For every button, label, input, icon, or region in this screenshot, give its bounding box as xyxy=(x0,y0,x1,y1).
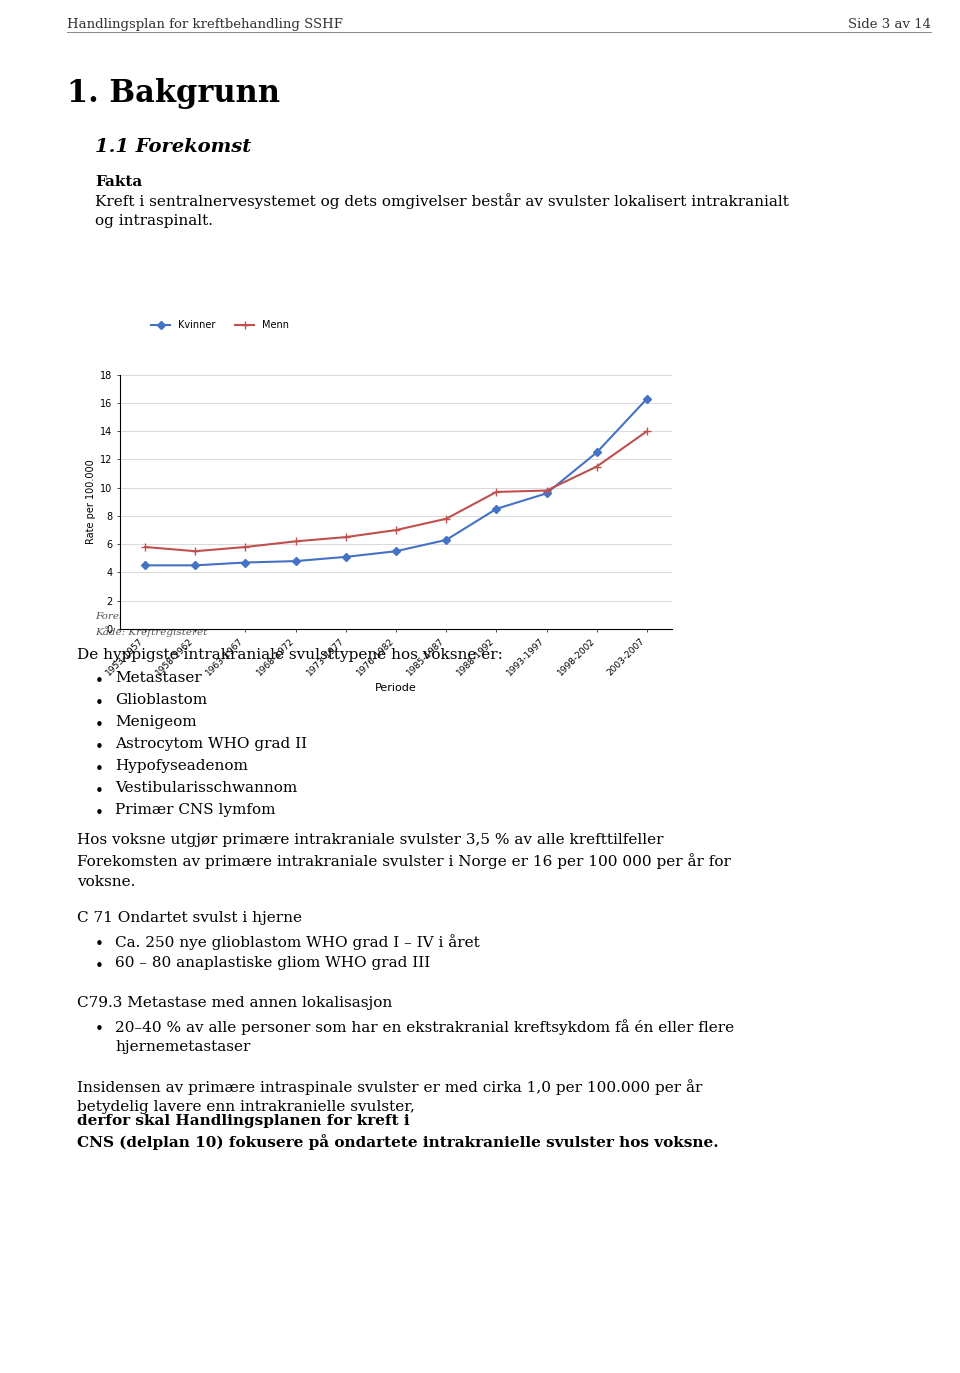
Text: Fakta: Fakta xyxy=(95,174,142,189)
Text: 60 – 80 anaplastiske gliom WHO grad III: 60 – 80 anaplastiske gliom WHO grad III xyxy=(115,956,430,969)
Text: Ca. 250 nye glioblastom WHO grad I – IV i året: Ca. 250 nye glioblastom WHO grad I – IV … xyxy=(115,934,480,950)
Text: Kreft i sentralnervesystemet og dets omgivelser består av svulster lokalisert in: Kreft i sentralnervesystemet og dets omg… xyxy=(95,194,789,228)
Text: 1. Bakgrunn: 1. Bakgrunn xyxy=(67,78,280,108)
Text: •: • xyxy=(95,936,104,951)
Text: Insidensen av primære intraspinale svulster er med cirka 1,0 per 100.000 per år
: Insidensen av primære intraspinale svuls… xyxy=(77,1079,703,1115)
Text: •: • xyxy=(95,740,104,755)
Text: Primær CNS lymfom: Primær CNS lymfom xyxy=(115,803,276,817)
Text: •: • xyxy=(95,958,104,973)
Text: •: • xyxy=(95,674,104,689)
Text: Hypofyseadenom: Hypofyseadenom xyxy=(115,759,248,773)
Text: Handlingsplan for kreftbehandling SSHF: Handlingsplan for kreftbehandling SSHF xyxy=(67,18,343,32)
Text: Forekomst av svulster i sentralnervesystemet, 1953–2007.: Forekomst av svulster i sentralnervesyst… xyxy=(95,612,403,621)
Text: C79.3 Metastase med annen lokalisasjon: C79.3 Metastase med annen lokalisasjon xyxy=(77,995,393,1011)
Text: •: • xyxy=(95,784,104,799)
Text: Side 3 av 14: Side 3 av 14 xyxy=(849,18,931,32)
Text: De hyppigste intrakraniale svulsttypene hos voksne er:: De hyppigste intrakraniale svulsttypene … xyxy=(77,648,503,662)
Text: •: • xyxy=(95,696,104,711)
Text: derfor skal Handlingsplanen for kreft i
CNS (delplan 10) fokusere på ondartete i: derfor skal Handlingsplanen for kreft i … xyxy=(77,1114,719,1151)
Text: C 71 Ondartet svulst i hjerne: C 71 Ondartet svulst i hjerne xyxy=(77,912,302,925)
Text: Hos voksne utgjør primære intrakraniale svulster 3,5 % av alle krefttilfeller
Fo: Hos voksne utgjør primære intrakraniale … xyxy=(77,833,732,888)
X-axis label: Periode: Periode xyxy=(375,684,417,693)
Y-axis label: Rate per 100.000: Rate per 100.000 xyxy=(85,460,96,544)
Text: Glioblastom: Glioblastom xyxy=(115,693,207,707)
Legend: Kvinner, Menn: Kvinner, Menn xyxy=(147,316,293,334)
Text: •: • xyxy=(95,806,104,821)
Text: •: • xyxy=(95,718,104,733)
Text: Astrocytom WHO grad II: Astrocytom WHO grad II xyxy=(115,737,307,751)
Text: Vestibularisschwannom: Vestibularisschwannom xyxy=(115,781,298,795)
Text: •: • xyxy=(95,762,104,777)
Text: 1.1 Forekomst: 1.1 Forekomst xyxy=(95,139,252,157)
Text: Metastaser: Metastaser xyxy=(115,671,202,685)
Text: Kåde: Kreftregisteret: Kåde: Kreftregisteret xyxy=(95,626,207,637)
Text: •: • xyxy=(95,1022,104,1037)
Text: 20–40 % av alle personer som har en ekstrakranial kreftsykdom få én eller flere
: 20–40 % av alle personer som har en ekst… xyxy=(115,1019,734,1054)
Text: Menigeom: Menigeom xyxy=(115,715,197,729)
